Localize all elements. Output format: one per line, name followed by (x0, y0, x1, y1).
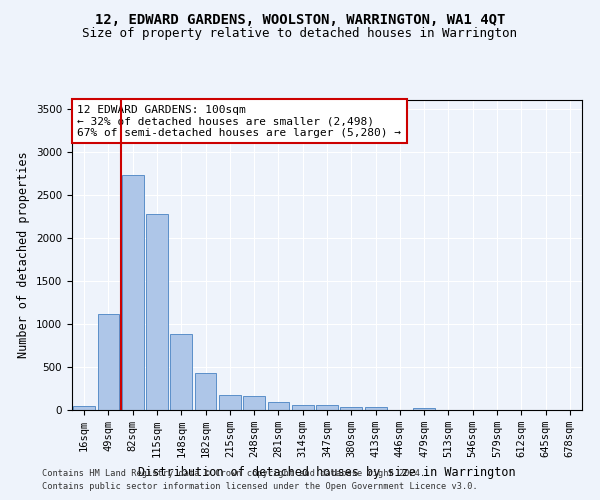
Text: Contains HM Land Registry data © Crown copyright and database right 2024.: Contains HM Land Registry data © Crown c… (42, 468, 425, 477)
Bar (194, 373, 217, 410)
Bar (73, 406, 95, 410)
Bar (268, 402, 289, 410)
Y-axis label: Number of detached properties: Number of detached properties (17, 152, 31, 358)
Bar (413, 408, 435, 410)
Bar (122, 175, 143, 410)
Text: 12, EDWARD GARDENS, WOOLSTON, WARRINGTON, WA1 4QT: 12, EDWARD GARDENS, WOOLSTON, WARRINGTON… (95, 12, 505, 26)
Bar (316, 406, 338, 410)
Bar (97, 314, 119, 410)
Bar (340, 407, 362, 410)
Text: Contains public sector information licensed under the Open Government Licence v3: Contains public sector information licen… (42, 482, 478, 491)
Bar (170, 334, 192, 410)
Bar (243, 396, 265, 410)
Text: Size of property relative to detached houses in Warrington: Size of property relative to detached ho… (83, 28, 517, 40)
Bar (365, 408, 386, 410)
Bar (219, 395, 241, 410)
Text: 12 EDWARD GARDENS: 100sqm
← 32% of detached houses are smaller (2,498)
67% of se: 12 EDWARD GARDENS: 100sqm ← 32% of detac… (77, 104, 401, 138)
Bar (146, 214, 168, 410)
Bar (292, 405, 314, 410)
X-axis label: Distribution of detached houses by size in Warrington: Distribution of detached houses by size … (138, 466, 516, 478)
